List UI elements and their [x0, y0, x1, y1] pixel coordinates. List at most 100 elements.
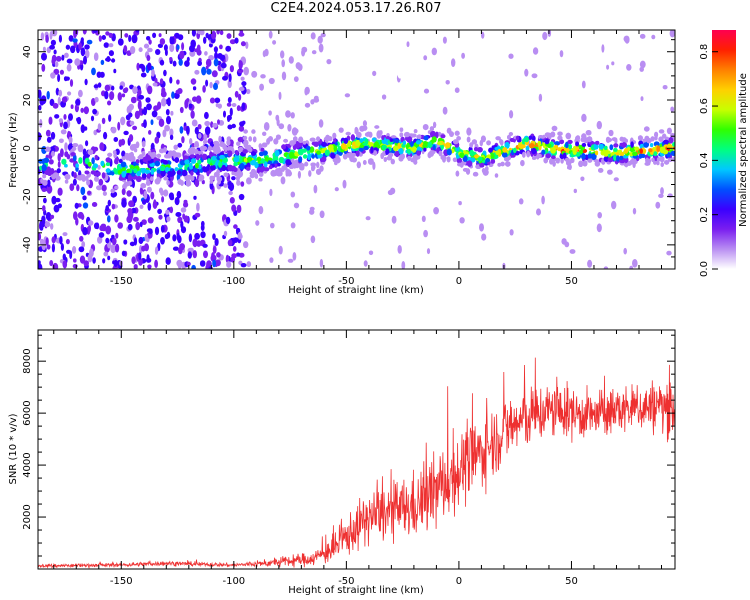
spectrogram-cell [151, 110, 158, 118]
spectrogram-cell [606, 64, 610, 70]
spectrogram-cell [350, 134, 355, 141]
spectrogram-cell [114, 214, 119, 223]
spectrogram-cell [161, 196, 165, 203]
spectrogram-cell [466, 127, 472, 136]
spectrogram-cell [381, 144, 387, 151]
spectrogram-cell [90, 115, 95, 122]
spectrogram-cell [70, 104, 74, 109]
spectrogram-cell [229, 65, 234, 73]
spectrogram-cell [76, 116, 82, 125]
spectrogram-cell [278, 245, 283, 255]
spectrogram-cell [101, 172, 106, 179]
spectrogram-cell [629, 147, 635, 153]
spectrogram-cell [241, 102, 246, 111]
spectrogram-cell [147, 159, 154, 164]
spectrogram-cell [565, 141, 569, 149]
spectrogram-cell [623, 35, 630, 43]
spectrogram-cell [524, 138, 529, 143]
spectrogram-cell [139, 221, 143, 228]
spectrogram-cell [146, 156, 152, 161]
spectrogram-cell [127, 223, 133, 231]
spectrogram-cell [567, 139, 573, 144]
spectrogram-cell [141, 140, 146, 148]
spectrogram-cell [262, 131, 267, 136]
spectrogram-cell [653, 141, 660, 147]
spectrogram-cell [532, 156, 537, 160]
spectrogram-cell [440, 134, 446, 139]
spectrogram-cell [113, 167, 117, 172]
spectrogram-cell [381, 135, 385, 141]
spectrogram-cell [373, 141, 380, 149]
spectrogram-cell [564, 241, 570, 248]
spectrogram-cell [238, 158, 243, 163]
spectrogram-cell [78, 42, 82, 50]
spectrogram-x-axis-title: Height of straight line (km) [288, 285, 424, 296]
spectrogram-cell [143, 119, 147, 129]
spectrogram-cell [532, 135, 536, 142]
spectrogram-cell [197, 60, 203, 66]
spectrogram-cell [92, 257, 96, 264]
spectrogram-cell [216, 252, 221, 258]
spectrogram-cell [108, 32, 113, 39]
spectrogram-cell [522, 138, 526, 146]
spectrogram-cell [231, 171, 235, 176]
spectrogram-cell [452, 139, 459, 145]
spectrogram-cell [287, 124, 292, 132]
spectrogram-cell [189, 138, 193, 145]
spectrogram-cell [273, 138, 279, 145]
spectrogram-cell [188, 103, 193, 109]
spectrogram-cell [72, 263, 78, 269]
spectrogram-cell [611, 137, 618, 142]
spectrogram-cell [131, 207, 137, 214]
spectrogram-cell [51, 236, 56, 244]
spectrogram-cell [585, 130, 592, 136]
snr-plot: -150 -100 -50 0 50 2000 4000 6000 8000 Height of… [8, 329, 676, 596]
spectrogram-cell [587, 153, 593, 159]
spectrogram-cell [162, 129, 167, 138]
spectrogram-cell [308, 170, 312, 177]
spectrogram-cell [199, 30, 205, 36]
spectrogram-cell [212, 259, 217, 268]
spectrogram-cell [629, 265, 634, 269]
spectrogram-cell [191, 119, 198, 127]
spectrogram-cell [103, 131, 108, 140]
spectrogram-cell [54, 61, 59, 68]
spectrogram-cell [103, 42, 110, 48]
spectrogram-cell [383, 157, 387, 162]
spectrogram-cell [469, 142, 474, 148]
spectrogram-cell [649, 143, 654, 148]
spectrogram-cell [619, 142, 624, 147]
spectrogram-cell [537, 153, 542, 158]
spectrogram-cell [368, 250, 374, 256]
spectrogram-cell [276, 172, 282, 177]
spectrogram-cell [648, 148, 653, 153]
spectrogram-cell [101, 117, 106, 125]
spectrogram-cell [40, 32, 45, 41]
spectrogram-cell [221, 164, 226, 170]
spectrogram-cell [238, 93, 242, 101]
spectrogram-cell [481, 168, 486, 174]
colorbar-tick-label: 0.6 [699, 98, 710, 114]
spectrogram-cell [236, 179, 241, 186]
spectrogram-cell [662, 133, 667, 139]
colorbar-label: Normalized spectral amplitude [738, 73, 749, 227]
spectrogram-cell [138, 47, 143, 53]
spectrogram-cell [488, 147, 493, 153]
spectrogram-cell [101, 184, 107, 192]
spectrogram-cell [557, 131, 563, 136]
spectrogram-cell [97, 165, 101, 170]
spectrogram-cell [60, 129, 67, 135]
spectrogram-cell [143, 43, 150, 49]
spectrogram-cell [264, 156, 269, 162]
spectrogram-cell [80, 124, 86, 133]
spectrogram-cell [225, 45, 232, 52]
spectrogram-cell [515, 135, 520, 141]
spectrogram-cell [301, 46, 308, 53]
spectrogram-cell [365, 216, 371, 221]
spectrogram-cell [72, 143, 79, 148]
spectrogram-cell [363, 145, 369, 151]
spectrogram-cell [42, 46, 46, 52]
spectrogram-cell [541, 195, 545, 205]
spectrogram-cell [111, 85, 115, 91]
spectrogram-cell [139, 204, 144, 209]
